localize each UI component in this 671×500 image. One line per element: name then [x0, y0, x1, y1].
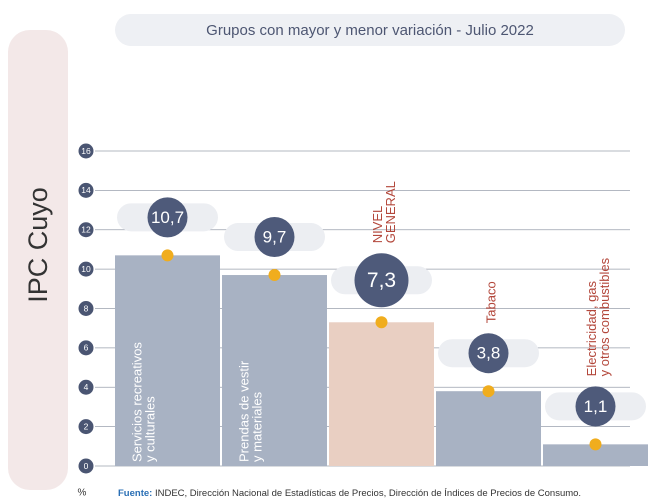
category-label: Prendas de vestiry materiales — [237, 360, 265, 462]
category-line: Electricidad, gas — [584, 280, 599, 376]
y-tick-label: 0 — [84, 461, 89, 471]
y-tick-badge — [78, 340, 94, 356]
category-label: Tabaco — [484, 281, 499, 323]
side-panel — [8, 30, 68, 490]
chart-title: Grupos con mayor y menor variación - Jul… — [206, 22, 534, 39]
y-tick-label: 8 — [84, 303, 89, 313]
title-pill — [115, 14, 625, 46]
value-dot — [589, 438, 602, 451]
y-unit: % — [78, 488, 87, 499]
category-line: NIVEL — [370, 206, 385, 244]
category-label: NIVELGENERAL — [370, 181, 398, 243]
source-label: Fuente: — [118, 488, 152, 499]
source-text: INDEC, Dirección Nacional de Estadística… — [155, 488, 581, 499]
bar — [222, 275, 327, 466]
y-tick-label: 2 — [84, 421, 89, 431]
y-tick-badge — [78, 222, 94, 238]
category-line: GENERAL — [383, 181, 398, 243]
value-label: 1,1 — [584, 397, 608, 416]
category-label: Servicios recreativosy culturales — [130, 342, 158, 462]
value-dot — [482, 385, 495, 398]
category-line: Servicios recreativos — [130, 342, 145, 462]
bar — [436, 391, 541, 466]
y-tick-badge — [78, 379, 94, 395]
value-badge — [575, 386, 616, 427]
value-label: 9,7 — [263, 228, 287, 247]
category-line: y otros combustibles — [597, 257, 612, 376]
category-line: y materiales — [250, 391, 265, 462]
category-line: y culturales — [143, 396, 158, 462]
value-badge — [254, 217, 295, 258]
category-label: Electricidad, gasy otros combustibles — [584, 257, 612, 376]
y-tick-badge — [78, 143, 94, 159]
y-tick-badge — [78, 182, 94, 198]
category-line: Prendas de vestir — [237, 360, 252, 462]
y-tick-badge — [78, 458, 94, 474]
y-tick-label: 10 — [81, 264, 91, 274]
y-tick-badge — [78, 261, 94, 277]
y-tick-label: 14 — [81, 185, 91, 195]
value-label: 7,3 — [367, 269, 396, 292]
value-label: 10,7 — [151, 208, 184, 227]
value-dot — [161, 249, 174, 262]
category-line: Tabaco — [484, 281, 499, 323]
bar — [115, 255, 220, 466]
side-title: IPC Cuyo — [23, 187, 53, 303]
bar — [543, 444, 648, 466]
value-label: 3,8 — [477, 344, 501, 363]
value-badge — [147, 197, 188, 238]
value-badge — [468, 333, 509, 374]
bar — [329, 322, 434, 466]
value-dot — [268, 269, 281, 282]
y-tick-label: 16 — [81, 146, 91, 156]
value-badge — [354, 253, 409, 308]
value-dot — [375, 316, 388, 329]
y-tick-label: 4 — [84, 382, 89, 392]
y-tick-label: 12 — [81, 225, 91, 235]
source: Fuente: INDEC, Dirección Nacional de Est… — [118, 488, 581, 499]
y-tick-badge — [78, 301, 94, 316]
y-tick-label: 6 — [84, 343, 89, 353]
y-tick-badge — [78, 419, 94, 435]
